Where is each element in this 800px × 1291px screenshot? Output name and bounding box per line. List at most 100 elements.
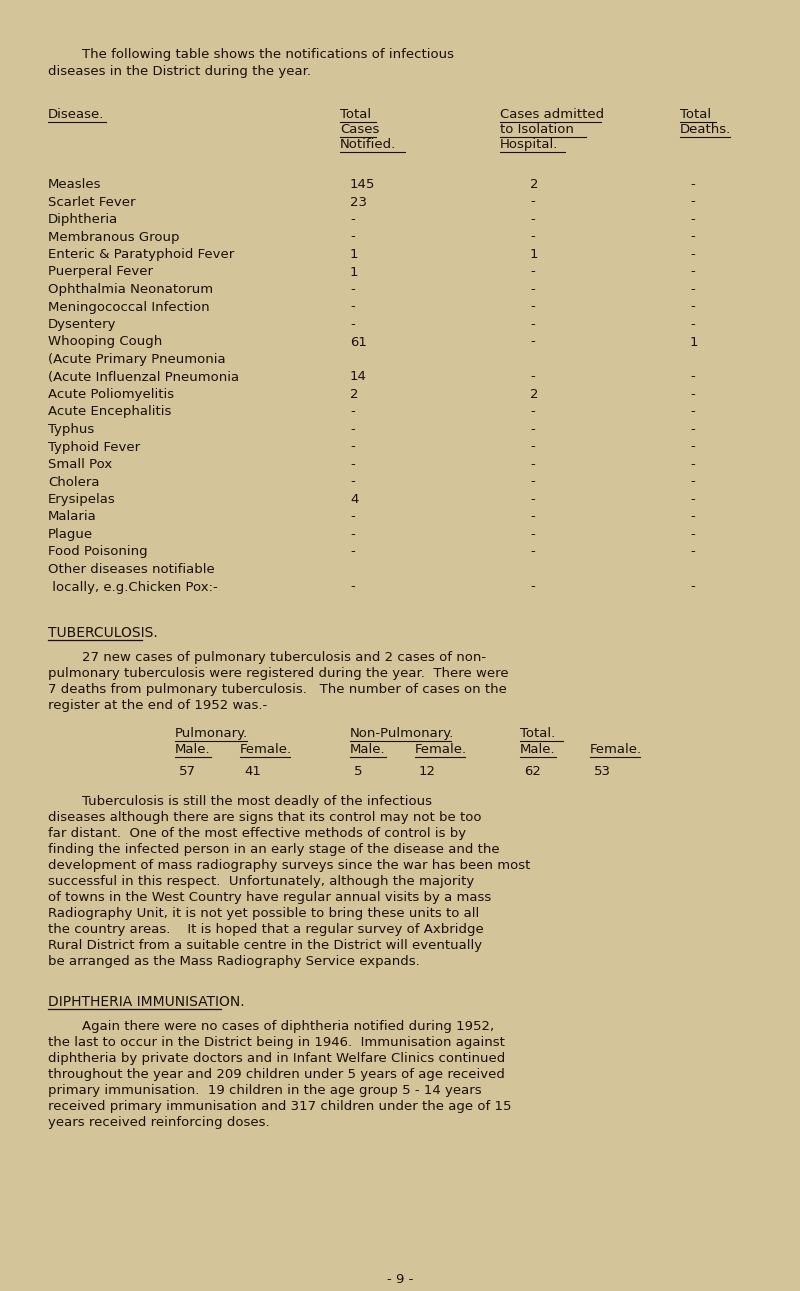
Text: diphtheria by private doctors and in Infant Welfare Clinics continued: diphtheria by private doctors and in Inf… (48, 1052, 506, 1065)
Text: -: - (350, 301, 354, 314)
Text: -: - (690, 581, 694, 594)
Text: Male.: Male. (350, 744, 386, 757)
Text: 2: 2 (530, 178, 538, 191)
Text: -: - (350, 510, 354, 523)
Text: 1: 1 (350, 266, 358, 279)
Text: far distant.  One of the most effective methods of control is by: far distant. One of the most effective m… (48, 828, 466, 840)
Text: diseases although there are signs that its control may not be too: diseases although there are signs that i… (48, 811, 482, 824)
Text: Total.: Total. (520, 727, 555, 740)
Text: Total: Total (680, 108, 711, 121)
Text: the country areas.    It is hoped that a regular survey of Axbridge: the country areas. It is hoped that a re… (48, 923, 484, 936)
Text: -: - (690, 178, 694, 191)
Text: -: - (350, 528, 354, 541)
Text: The following table shows the notifications of infectious: The following table shows the notificati… (48, 48, 454, 61)
Text: 53: 53 (594, 766, 611, 778)
Text: register at the end of 1952 was.-: register at the end of 1952 was.- (48, 698, 267, 713)
Text: -: - (690, 423, 694, 436)
Text: -: - (530, 318, 534, 330)
Text: 145: 145 (350, 178, 375, 191)
Text: Malaria: Malaria (48, 510, 97, 523)
Text: Cholera: Cholera (48, 475, 99, 488)
Text: -: - (530, 475, 534, 488)
Text: Radiography Unit, it is not yet possible to bring these units to all: Radiography Unit, it is not yet possible… (48, 908, 479, 920)
Text: -: - (350, 546, 354, 559)
Text: development of mass radiography surveys since the war has been most: development of mass radiography surveys … (48, 859, 530, 871)
Text: -: - (530, 423, 534, 436)
Text: -: - (530, 266, 534, 279)
Text: -: - (690, 301, 694, 314)
Text: -: - (530, 528, 534, 541)
Text: (Acute Influenzal Pneumonia: (Acute Influenzal Pneumonia (48, 371, 239, 383)
Text: -: - (530, 336, 534, 349)
Text: -: - (350, 231, 354, 244)
Text: Again there were no cases of diphtheria notified during 1952,: Again there were no cases of diphtheria … (48, 1020, 494, 1033)
Text: Female.: Female. (240, 744, 292, 757)
Text: -: - (690, 493, 694, 506)
Text: Dysentery: Dysentery (48, 318, 117, 330)
Text: -: - (530, 440, 534, 453)
Text: -: - (350, 405, 354, 418)
Text: be arranged as the Mass Radiography Service expands.: be arranged as the Mass Radiography Serv… (48, 955, 420, 968)
Text: -: - (690, 213, 694, 226)
Text: DIPHTHERIA IMMUNISATION.: DIPHTHERIA IMMUNISATION. (48, 995, 245, 1010)
Text: -: - (350, 423, 354, 436)
Text: -: - (690, 528, 694, 541)
Text: 23: 23 (350, 195, 367, 209)
Text: -: - (530, 195, 534, 209)
Text: to Isolation: to Isolation (500, 123, 574, 136)
Text: Small Pox: Small Pox (48, 458, 112, 471)
Text: Female.: Female. (415, 744, 467, 757)
Text: successful in this respect.  Unfortunately, although the majority: successful in this respect. Unfortunatel… (48, 875, 474, 888)
Text: Puerperal Fever: Puerperal Fever (48, 266, 153, 279)
Text: Total: Total (340, 108, 371, 121)
Text: Erysipelas: Erysipelas (48, 493, 116, 506)
Text: -: - (530, 546, 534, 559)
Text: 1: 1 (530, 248, 538, 261)
Text: 7 deaths from pulmonary tuberculosis.   The number of cases on the: 7 deaths from pulmonary tuberculosis. Th… (48, 683, 507, 696)
Text: -: - (350, 581, 354, 594)
Text: Meningococcal Infection: Meningococcal Infection (48, 301, 210, 314)
Text: Whooping Cough: Whooping Cough (48, 336, 162, 349)
Text: -: - (690, 371, 694, 383)
Text: Food Poisoning: Food Poisoning (48, 546, 148, 559)
Text: 41: 41 (244, 766, 261, 778)
Text: Hospital.: Hospital. (500, 138, 558, 151)
Text: Non-Pulmonary.: Non-Pulmonary. (350, 727, 454, 740)
Text: 62: 62 (524, 766, 541, 778)
Text: -: - (350, 440, 354, 453)
Text: Acute Encephalitis: Acute Encephalitis (48, 405, 171, 418)
Text: -: - (350, 283, 354, 296)
Text: 1: 1 (350, 248, 358, 261)
Text: received primary immunisation and 317 children under the age of 15: received primary immunisation and 317 ch… (48, 1100, 511, 1113)
Text: Enteric & Paratyphoid Fever: Enteric & Paratyphoid Fever (48, 248, 234, 261)
Text: 12: 12 (419, 766, 436, 778)
Text: Typhoid Fever: Typhoid Fever (48, 440, 140, 453)
Text: -: - (530, 301, 534, 314)
Text: -: - (350, 213, 354, 226)
Text: -: - (690, 546, 694, 559)
Text: - 9 -: - 9 - (387, 1273, 413, 1286)
Text: -: - (690, 510, 694, 523)
Text: -: - (690, 440, 694, 453)
Text: -: - (530, 458, 534, 471)
Text: Pulmonary.: Pulmonary. (175, 727, 248, 740)
Text: 1: 1 (690, 336, 698, 349)
Text: TUBERCULOSIS.: TUBERCULOSIS. (48, 626, 158, 640)
Text: Scarlet Fever: Scarlet Fever (48, 195, 135, 209)
Text: -: - (530, 371, 534, 383)
Text: -: - (690, 318, 694, 330)
Text: -: - (690, 389, 694, 402)
Text: (Acute Primary Pneumonia: (Acute Primary Pneumonia (48, 352, 226, 367)
Text: Plague: Plague (48, 528, 93, 541)
Text: Membranous Group: Membranous Group (48, 231, 179, 244)
Text: throughout the year and 209 children under 5 years of age received: throughout the year and 209 children und… (48, 1068, 505, 1081)
Text: 2: 2 (350, 389, 358, 402)
Text: Tuberculosis is still the most deadly of the infectious: Tuberculosis is still the most deadly of… (48, 795, 432, 808)
Text: Cases: Cases (340, 123, 379, 136)
Text: -: - (530, 213, 534, 226)
Text: of towns in the West Country have regular annual visits by a mass: of towns in the West Country have regula… (48, 891, 491, 904)
Text: Diphtheria: Diphtheria (48, 213, 118, 226)
Text: -: - (530, 405, 534, 418)
Text: 27 new cases of pulmonary tuberculosis and 2 cases of non-: 27 new cases of pulmonary tuberculosis a… (48, 651, 486, 664)
Text: -: - (530, 283, 534, 296)
